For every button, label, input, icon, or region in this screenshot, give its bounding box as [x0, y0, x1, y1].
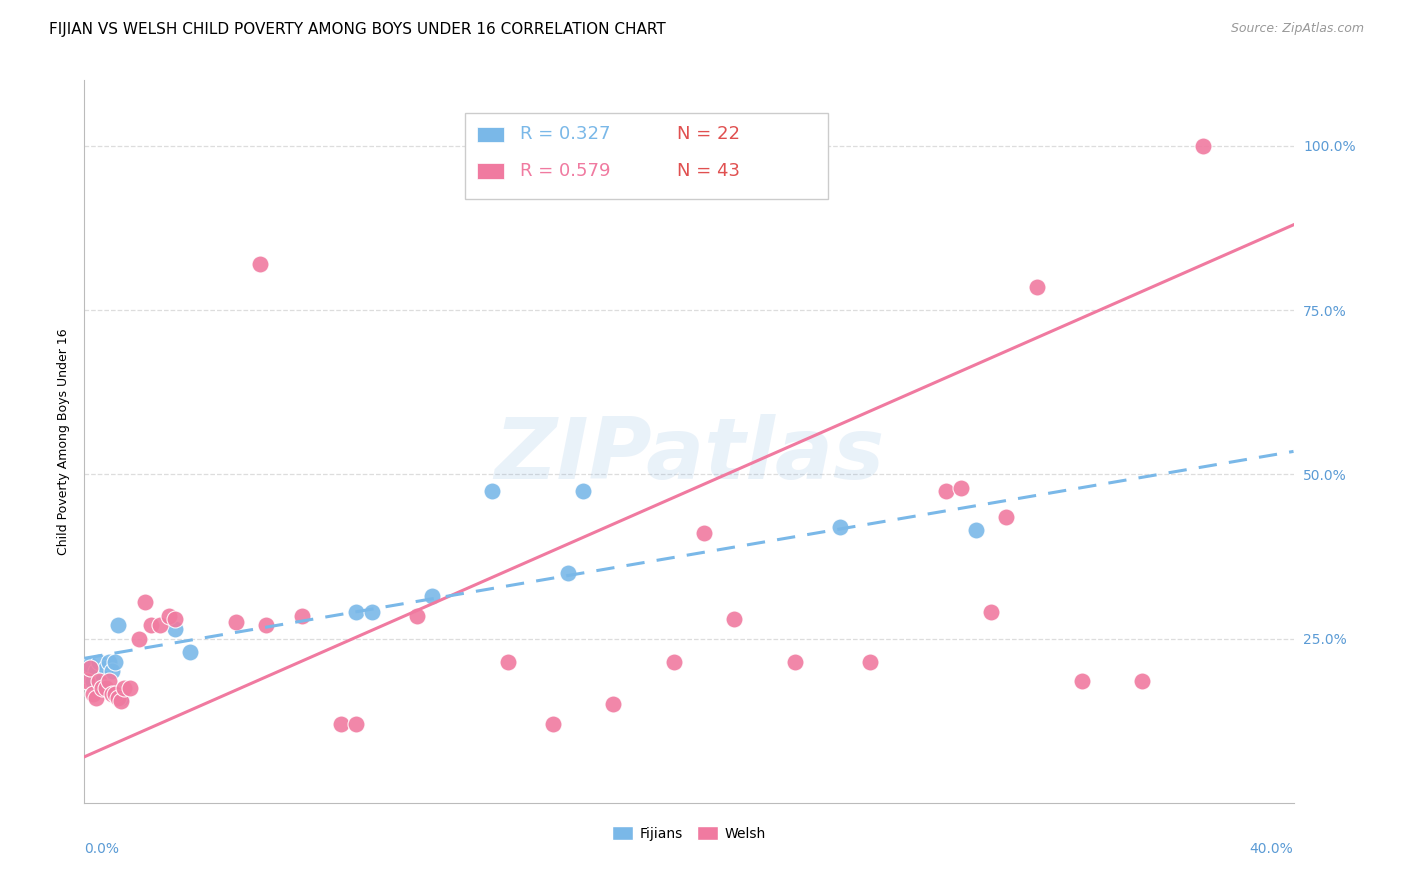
Point	[1071, 674, 1094, 689]
Point	[557, 566, 579, 580]
Point	[110, 690, 132, 705]
Text: 40.0%: 40.0%	[1250, 842, 1294, 855]
Point	[995, 510, 1018, 524]
Text: Source: ZipAtlas.com: Source: ZipAtlas.com	[1230, 22, 1364, 36]
Point	[572, 483, 595, 498]
Point	[602, 698, 624, 712]
Point	[693, 526, 716, 541]
Point	[935, 483, 957, 498]
Point	[97, 674, 120, 689]
Point	[783, 655, 806, 669]
Point	[481, 483, 503, 498]
Point	[82, 687, 104, 701]
Point	[94, 681, 117, 695]
Point	[118, 681, 141, 695]
Point	[89, 655, 111, 669]
Point	[104, 655, 127, 669]
Text: R = 0.579: R = 0.579	[520, 161, 610, 179]
Point	[149, 618, 172, 632]
Point	[76, 674, 98, 689]
Point	[157, 608, 180, 623]
Point	[662, 655, 685, 669]
Point	[179, 645, 201, 659]
Point	[420, 589, 443, 603]
Point	[165, 622, 187, 636]
Bar	[478, 127, 503, 143]
Point	[91, 674, 114, 689]
Point	[1025, 280, 1047, 294]
Point	[225, 615, 247, 630]
Text: 0.0%: 0.0%	[84, 842, 120, 855]
Point	[859, 655, 882, 669]
Point	[965, 523, 987, 537]
Y-axis label: Child Poverty Among Boys Under 16: Child Poverty Among Boys Under 16	[58, 328, 70, 555]
Text: N = 22: N = 22	[676, 126, 740, 144]
Point	[360, 605, 382, 619]
Point	[79, 657, 101, 672]
Point	[980, 605, 1002, 619]
Point	[1192, 139, 1215, 153]
Text: ZIPatlas: ZIPatlas	[494, 415, 884, 498]
Point	[112, 681, 135, 695]
Point	[134, 595, 156, 609]
Point	[139, 618, 162, 632]
Point	[950, 481, 973, 495]
Point	[94, 661, 117, 675]
Point	[330, 717, 353, 731]
Point	[541, 717, 564, 731]
Legend: Fijians, Welsh: Fijians, Welsh	[606, 821, 772, 847]
Text: FIJIAN VS WELSH CHILD POVERTY AMONG BOYS UNDER 16 CORRELATION CHART: FIJIAN VS WELSH CHILD POVERTY AMONG BOYS…	[49, 22, 666, 37]
Point	[100, 687, 122, 701]
Point	[82, 674, 104, 689]
Point	[723, 612, 745, 626]
Point	[89, 674, 111, 689]
Point	[165, 612, 187, 626]
Point	[110, 694, 132, 708]
Point	[79, 661, 101, 675]
Point	[249, 257, 271, 271]
Point	[346, 717, 368, 731]
Point	[128, 632, 150, 646]
Point	[830, 520, 852, 534]
Text: N = 43: N = 43	[676, 161, 740, 179]
FancyBboxPatch shape	[465, 112, 828, 200]
Point	[76, 667, 98, 681]
Point	[346, 605, 368, 619]
Point	[291, 608, 314, 623]
Text: R = 0.327: R = 0.327	[520, 126, 610, 144]
Point	[91, 681, 114, 695]
Point	[97, 655, 120, 669]
Point	[406, 608, 429, 623]
Bar	[478, 162, 503, 178]
Point	[254, 618, 277, 632]
Point	[104, 687, 127, 701]
Point	[86, 690, 108, 705]
Point	[1130, 674, 1153, 689]
Point	[107, 618, 129, 632]
Point	[496, 655, 519, 669]
Point	[107, 690, 129, 705]
Point	[100, 665, 122, 679]
Point	[86, 665, 108, 679]
